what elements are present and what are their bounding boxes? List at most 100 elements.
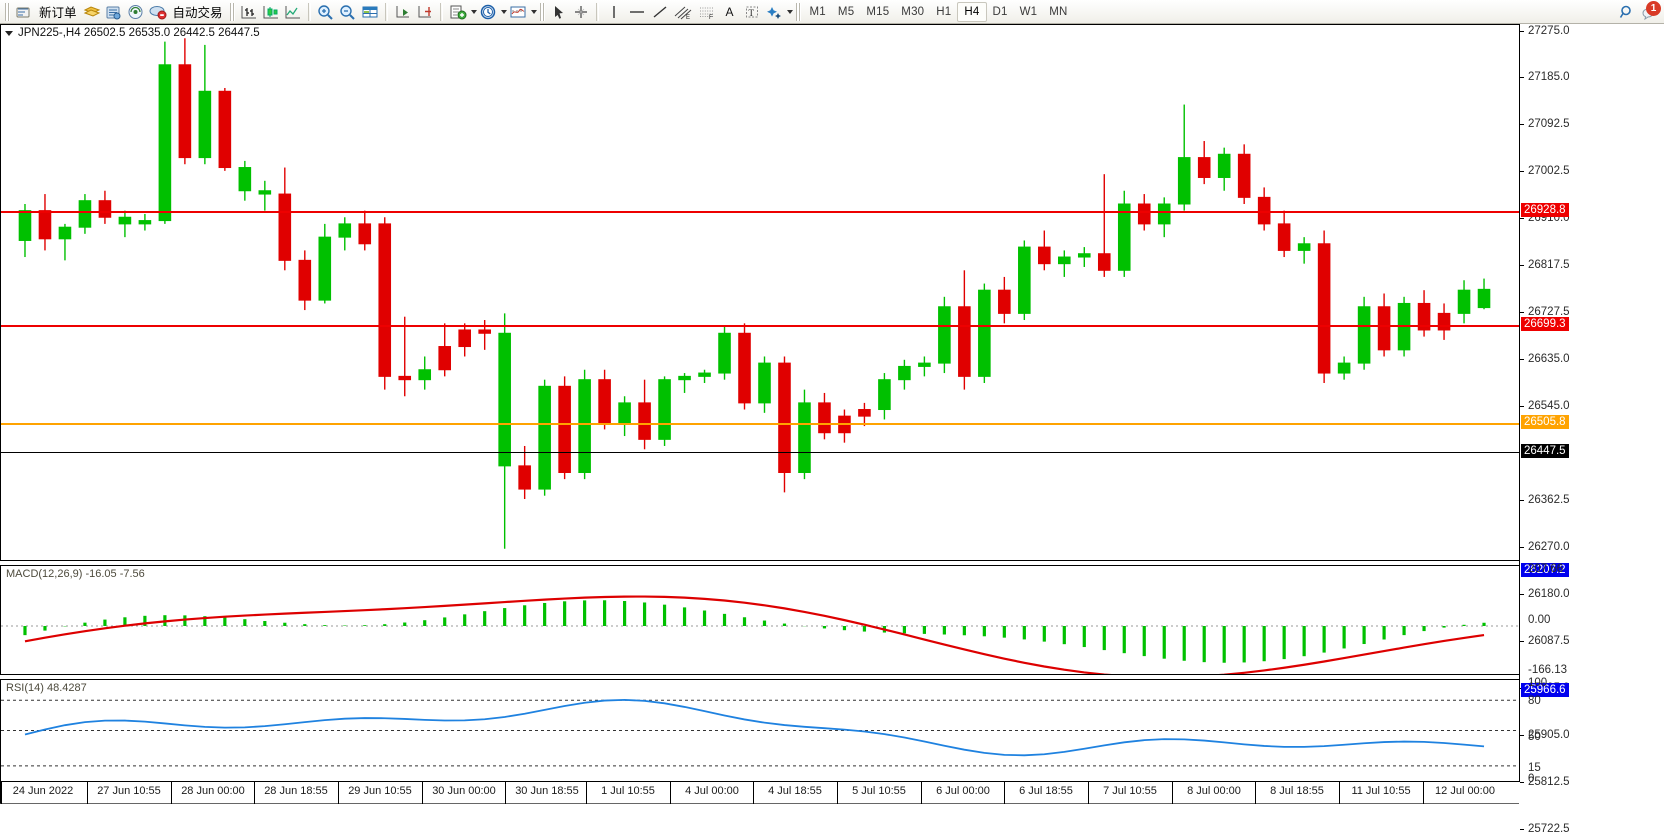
svg-text:T: T xyxy=(748,8,754,18)
time-axis-label: 8 Jul 00:00 xyxy=(1187,785,1241,797)
objects-icon[interactable] xyxy=(763,1,785,23)
price-level-badge[interactable]: 26207.2 xyxy=(1521,563,1569,577)
price-level-badge[interactable]: 26928.8 xyxy=(1521,203,1569,217)
rsi-series xyxy=(1,698,1519,767)
time-separator xyxy=(338,782,339,804)
time-axis-label: 5 Jul 10:55 xyxy=(852,785,906,797)
time-separator xyxy=(422,782,423,804)
equidistant-channel-icon[interactable]: E xyxy=(671,1,695,23)
zoom-in-icon[interactable] xyxy=(315,1,337,23)
time-axis[interactable]: 24 Jun 2022 27 Jun 10:55 28 Jun 00:00 28 Ju… xyxy=(0,782,1519,804)
macd-tick-label: -166.13 xyxy=(1528,664,1568,676)
price-level-badge[interactable]: 26699.3 xyxy=(1521,317,1569,331)
toolbar-separator-3 xyxy=(439,2,443,21)
chart-menu-caret-icon[interactable] xyxy=(5,30,13,36)
time-separator xyxy=(171,782,172,804)
data-window-icon[interactable] xyxy=(359,1,381,23)
candlestick-series xyxy=(18,38,1491,549)
indicators-dropdown-caret[interactable] xyxy=(470,9,477,14)
zoom-out-icon[interactable] xyxy=(337,1,359,23)
time-axis-label: 7 Jul 10:55 xyxy=(1103,785,1157,797)
hline-icon[interactable] xyxy=(625,1,649,23)
level-line-resistance-1[interactable] xyxy=(1,211,1519,213)
alerts-icon[interactable]: 1 xyxy=(1638,0,1662,23)
time-separator xyxy=(837,782,838,804)
price-tick xyxy=(1520,124,1524,125)
tab-timeframe-m1[interactable]: M1 xyxy=(809,5,826,18)
toolbar-grip-2[interactable] xyxy=(229,2,235,21)
bar-chart-icon[interactable] xyxy=(238,1,260,23)
level-line-resistance-2[interactable] xyxy=(1,325,1519,327)
time-separator xyxy=(254,782,255,804)
price-axis[interactable]: 27275.0 27185.0 27092.5 27002.5 26910.0 26817… xyxy=(1519,24,1664,833)
price-tick xyxy=(1520,31,1524,32)
tab-timeframe-m5[interactable]: M5 xyxy=(837,5,855,18)
trendline-icon[interactable] xyxy=(649,1,671,23)
price-pane[interactable]: JPN225-,H4 26502.5 26535.0 26442.5 26447… xyxy=(0,24,1519,561)
news-icon[interactable] xyxy=(103,1,125,23)
cursor-icon[interactable] xyxy=(548,1,570,23)
tab-timeframe-h1[interactable]: H1 xyxy=(936,5,952,18)
price-level-badge[interactable]: 26505.8 xyxy=(1521,415,1569,429)
time-separator xyxy=(1339,782,1340,804)
tab-timeframe-w1[interactable]: W1 xyxy=(1019,5,1038,18)
price-tick-label: 25722.5 xyxy=(1528,823,1570,833)
new-order-label[interactable]: 新订单 xyxy=(39,6,77,20)
toolbar-grip[interactable] xyxy=(5,2,10,21)
price-tick xyxy=(1520,641,1524,642)
price-level-badge[interactable]: 26447.5 xyxy=(1521,444,1569,458)
text-icon[interactable]: A xyxy=(725,4,734,19)
time-axis-label: 4 Jul 00:00 xyxy=(685,785,739,797)
autotrading-label[interactable]: 自动交易 xyxy=(172,6,223,20)
new-order-icon[interactable] xyxy=(13,1,35,23)
time-axis-label: 8 Jul 18:55 xyxy=(1270,785,1324,797)
time-separator xyxy=(505,782,506,804)
price-tick xyxy=(1520,77,1524,78)
price-tick xyxy=(1520,265,1524,266)
toolbar-grip-4[interactable] xyxy=(795,2,801,21)
tab-timeframe-m15[interactable]: M15 xyxy=(866,5,890,18)
crosshair-icon[interactable] xyxy=(570,1,592,23)
objects-dropdown-caret[interactable] xyxy=(786,9,793,14)
rsi-tick-label: 0 xyxy=(1528,773,1535,785)
rsi-tick-label: 80 xyxy=(1528,695,1541,707)
autotrading-icon[interactable] xyxy=(147,1,169,23)
templates-icon[interactable] xyxy=(507,1,529,23)
signals-icon[interactable] xyxy=(125,1,147,23)
indicators-icon[interactable] xyxy=(447,1,469,23)
time-axis-label: 6 Jul 00:00 xyxy=(936,785,990,797)
toolbar-separator-2 xyxy=(384,2,388,21)
time-separator xyxy=(1255,782,1256,804)
auto-scroll-icon[interactable] xyxy=(392,1,414,23)
price-tick-label: 26545.0 xyxy=(1528,400,1570,412)
level-line-pivot[interactable] xyxy=(1,423,1519,425)
fibo-icon[interactable]: F xyxy=(695,1,719,23)
line-chart-icon[interactable] xyxy=(282,1,304,23)
rsi-pane[interactable]: RSI(14) 48.4287 xyxy=(0,679,1519,782)
time-axis-label: 29 Jun 10:55 xyxy=(348,785,412,797)
price-tick xyxy=(1520,500,1524,501)
tab-timeframe-h4[interactable]: H4 xyxy=(957,1,987,22)
price-tick xyxy=(1520,171,1524,172)
time-separator xyxy=(1,782,2,804)
toolbar-grip-3[interactable] xyxy=(539,2,545,21)
chart-shift-icon[interactable] xyxy=(414,1,436,23)
label-icon[interactable]: T xyxy=(741,1,763,23)
notification-count-badge[interactable]: 1 xyxy=(1646,0,1661,16)
search-icon[interactable] xyxy=(1616,1,1638,23)
time-axis-label: 28 Jun 18:55 xyxy=(264,785,328,797)
wallet-icon[interactable] xyxy=(81,1,103,23)
tab-timeframe-m30[interactable]: M30 xyxy=(901,5,925,18)
macd-pane[interactable]: MACD(12,26,9) -16.05 -7.56 xyxy=(0,565,1519,675)
candle-chart-icon[interactable] xyxy=(260,1,282,23)
price-level-badge[interactable]: 25966.6 xyxy=(1521,683,1569,697)
price-tick xyxy=(1520,594,1524,595)
price-tick-label: 27275.0 xyxy=(1528,25,1570,37)
period-dropdown-caret[interactable] xyxy=(500,9,507,14)
period-icon[interactable] xyxy=(477,1,499,23)
tab-timeframe-d1[interactable]: D1 xyxy=(992,5,1008,18)
templates-dropdown-caret[interactable] xyxy=(530,9,537,14)
vline-icon[interactable] xyxy=(603,1,625,23)
macd-label: MACD(12,26,9) -16.05 -7.56 xyxy=(6,568,145,580)
tab-timeframe-mn[interactable]: MN xyxy=(1049,5,1068,18)
